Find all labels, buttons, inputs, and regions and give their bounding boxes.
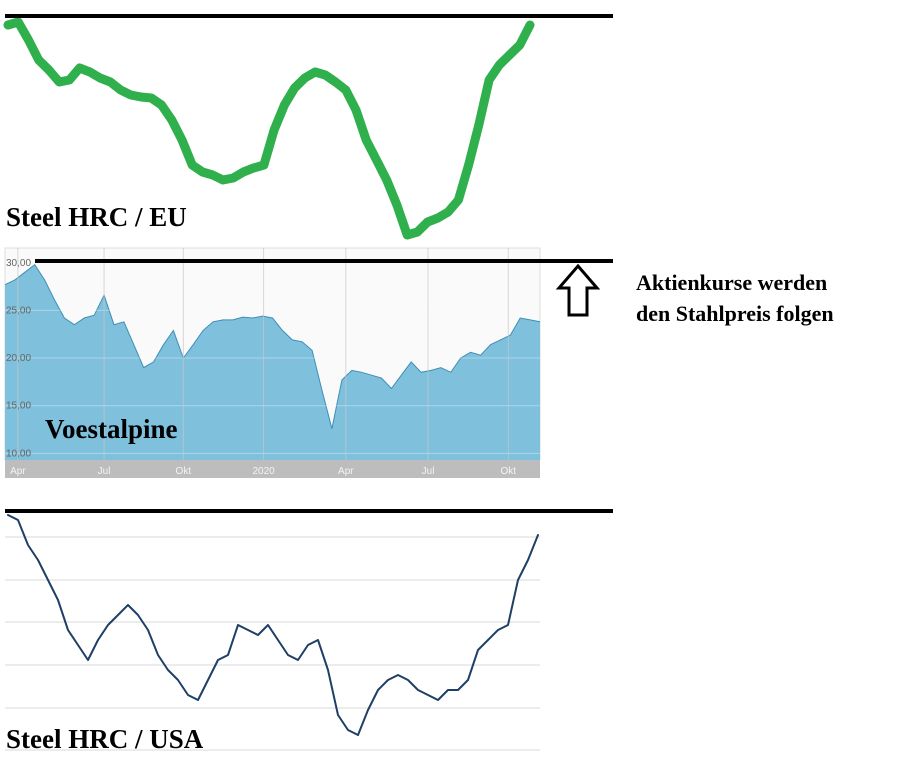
- data-area: [5, 264, 540, 460]
- y-tick-label: 10,00: [6, 448, 31, 459]
- chart-layer: Steel HRC / EU 30,00 25,00 20,00 15,00 10,00 A…: [3, 17, 541, 754]
- data-line: [7, 514, 539, 736]
- x-tick-label: Apr: [10, 466, 26, 477]
- x-tick-label: 2020: [252, 466, 275, 477]
- chart-title: Steel HRC / USA: [6, 724, 204, 754]
- data-line: [3, 17, 535, 240]
- y-tick-label: 30,00: [6, 258, 31, 269]
- y-tick-label: 15,00: [6, 401, 31, 412]
- x-tick-label: Okt: [501, 466, 517, 477]
- y-tick-label: 20,00: [6, 353, 31, 364]
- x-tick-label: Jul: [422, 466, 435, 477]
- x-tick-label: Jul: [98, 466, 111, 477]
- data-line: [4, 263, 541, 429]
- up-arrow: [555, 263, 601, 317]
- annotation: den Stahlpreis folgen: [636, 301, 834, 326]
- annotation: Aktienkurse werden: [636, 270, 827, 295]
- y-tick-label: 25,00: [6, 305, 31, 316]
- chart-title: Voestalpine: [45, 414, 178, 444]
- chart-title: Steel HRC / EU: [6, 202, 187, 232]
- x-tick-label: Okt: [176, 466, 192, 477]
- x-axis-band: [5, 460, 540, 478]
- x-tick-label: Apr: [338, 466, 354, 477]
- usa-grid: [5, 536, 540, 751]
